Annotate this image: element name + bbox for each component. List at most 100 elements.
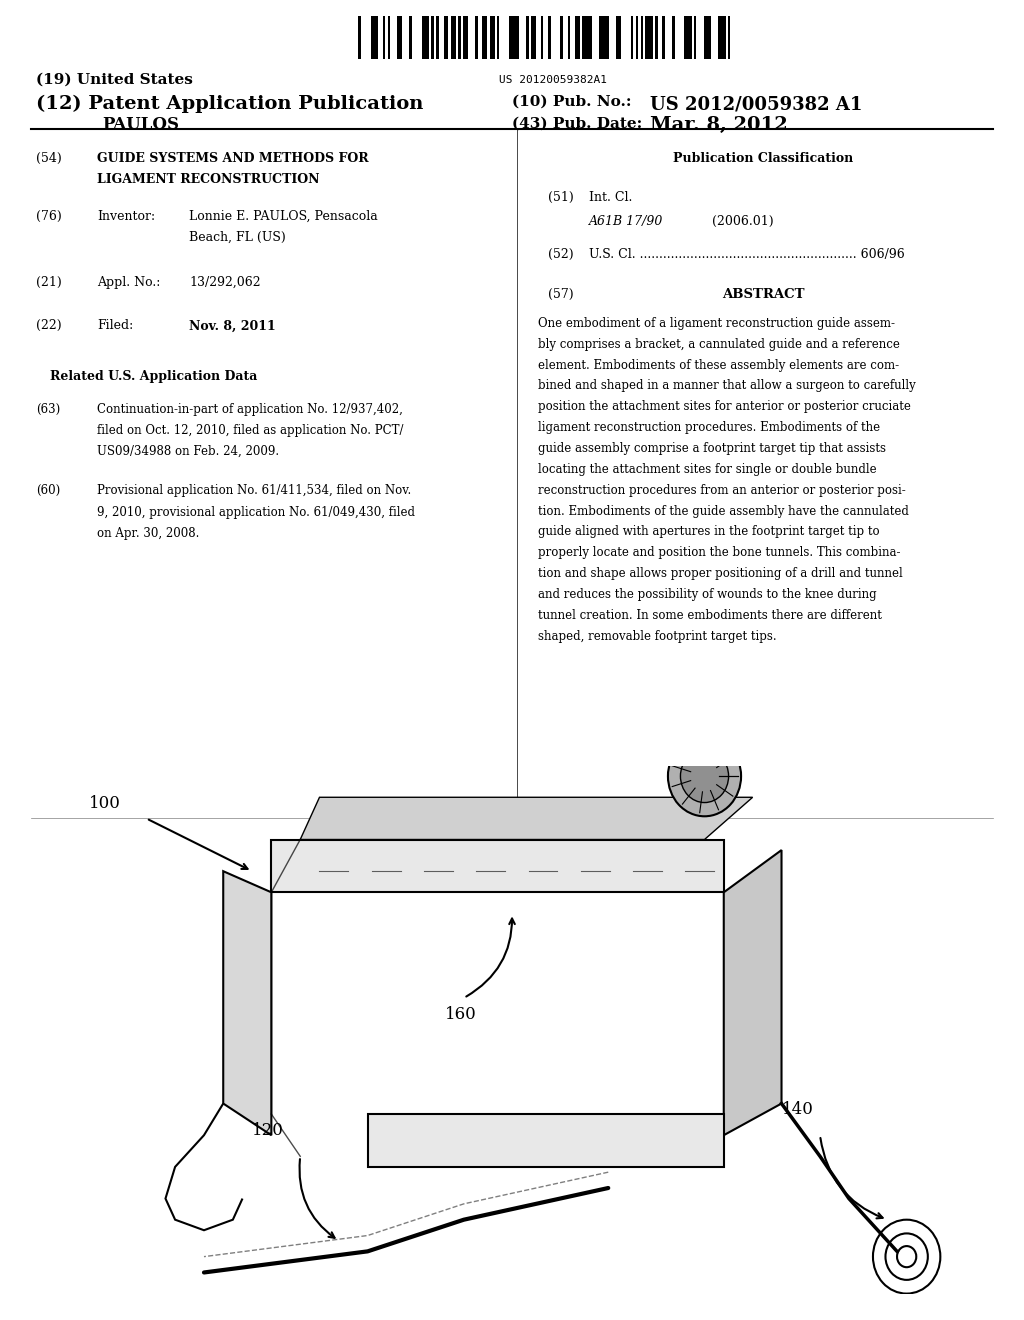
Text: 13/292,062: 13/292,062 bbox=[189, 276, 261, 289]
Text: ligament reconstruction procedures. Embodiments of the: ligament reconstruction procedures. Embo… bbox=[538, 421, 880, 434]
Text: Appl. No.:: Appl. No.: bbox=[97, 276, 161, 289]
Bar bbox=[528, 16, 531, 59]
Text: guide assembly comprise a footprint target tip that assists: guide assembly comprise a footprint targ… bbox=[538, 442, 886, 455]
Bar bbox=[378, 16, 383, 59]
Text: (60): (60) bbox=[36, 484, 60, 498]
Text: 160: 160 bbox=[444, 1006, 476, 1023]
Text: US 2012/0059382 A1: US 2012/0059382 A1 bbox=[650, 95, 862, 114]
Circle shape bbox=[668, 737, 741, 816]
Text: A61B 17/90: A61B 17/90 bbox=[589, 215, 664, 228]
Bar bbox=[665, 16, 672, 59]
Text: PAULOS: PAULOS bbox=[102, 116, 179, 133]
Bar bbox=[477, 16, 482, 59]
Bar bbox=[663, 16, 665, 59]
Bar bbox=[719, 16, 726, 59]
Polygon shape bbox=[223, 871, 271, 1135]
Bar bbox=[387, 16, 390, 59]
Text: tunnel creation. In some embodiments there are different: tunnel creation. In some embodiments the… bbox=[538, 609, 882, 622]
Text: (22): (22) bbox=[36, 319, 61, 333]
Bar bbox=[383, 16, 385, 59]
Bar bbox=[609, 16, 616, 59]
Text: element. Embodiments of these assembly elements are com-: element. Embodiments of these assembly e… bbox=[538, 359, 899, 371]
Bar bbox=[580, 16, 583, 59]
Bar bbox=[397, 16, 402, 59]
Bar bbox=[696, 16, 703, 59]
Text: 100: 100 bbox=[88, 795, 121, 812]
Bar bbox=[509, 16, 519, 59]
Text: 140: 140 bbox=[781, 1101, 813, 1118]
Text: reconstruction procedures from an anterior or posterior posi-: reconstruction procedures from an anteri… bbox=[538, 483, 905, 496]
Bar bbox=[358, 16, 748, 59]
Bar bbox=[497, 16, 500, 59]
Bar bbox=[574, 16, 580, 59]
Text: LIGAMENT RECONSTRUCTION: LIGAMENT RECONSTRUCTION bbox=[97, 173, 319, 186]
Bar bbox=[548, 16, 551, 59]
Polygon shape bbox=[271, 840, 724, 892]
Bar bbox=[643, 16, 645, 59]
Text: ABSTRACT: ABSTRACT bbox=[722, 288, 804, 301]
Bar bbox=[475, 16, 477, 59]
Bar bbox=[463, 16, 468, 59]
Bar bbox=[456, 16, 458, 59]
Bar bbox=[500, 16, 509, 59]
Text: (54): (54) bbox=[36, 152, 61, 165]
Bar bbox=[691, 16, 694, 59]
Bar bbox=[402, 16, 410, 59]
Text: tion and shape allows proper positioning of a drill and tunnel: tion and shape allows proper positioning… bbox=[538, 568, 902, 579]
Bar bbox=[684, 16, 691, 59]
Polygon shape bbox=[724, 850, 781, 1135]
Bar bbox=[458, 16, 461, 59]
Text: (52): (52) bbox=[548, 248, 573, 261]
Text: locating the attachment sites for single or double bundle: locating the attachment sites for single… bbox=[538, 463, 877, 475]
Bar bbox=[592, 16, 599, 59]
Bar bbox=[544, 16, 548, 59]
Bar bbox=[657, 16, 663, 59]
Bar bbox=[730, 16, 733, 59]
Text: (63): (63) bbox=[36, 403, 60, 416]
Bar bbox=[526, 16, 528, 59]
Bar bbox=[563, 16, 567, 59]
Text: Continuation-in-part of application No. 12/937,402,: Continuation-in-part of application No. … bbox=[97, 403, 403, 416]
Bar bbox=[434, 16, 436, 59]
Bar bbox=[519, 16, 526, 59]
Text: guide aligned with apertures in the footprint target tip to: guide aligned with apertures in the foot… bbox=[538, 525, 880, 539]
Bar bbox=[385, 16, 387, 59]
Text: Beach, FL (US): Beach, FL (US) bbox=[189, 231, 286, 244]
Polygon shape bbox=[368, 1114, 724, 1167]
Bar bbox=[412, 16, 422, 59]
Text: and reduces the possibility of wounds to the knee during: and reduces the possibility of wounds to… bbox=[538, 587, 877, 601]
Text: properly locate and position the bone tunnels. This combina-: properly locate and position the bone tu… bbox=[538, 546, 900, 560]
Text: position the attachment sites for anterior or posterior cruciate: position the attachment sites for anteri… bbox=[538, 400, 910, 413]
Text: (21): (21) bbox=[36, 276, 61, 289]
Bar bbox=[489, 16, 495, 59]
Text: (51): (51) bbox=[548, 191, 573, 205]
Bar bbox=[583, 16, 592, 59]
Bar bbox=[675, 16, 684, 59]
Text: GUIDE SYSTEMS AND METHODS FOR: GUIDE SYSTEMS AND METHODS FOR bbox=[97, 152, 369, 165]
Text: tion. Embodiments of the guide assembly have the cannulated: tion. Embodiments of the guide assembly … bbox=[538, 504, 908, 517]
Text: 120: 120 bbox=[252, 1122, 284, 1139]
Text: Nov. 8, 2011: Nov. 8, 2011 bbox=[189, 319, 276, 333]
Bar bbox=[482, 16, 487, 59]
Bar bbox=[616, 16, 622, 59]
Bar bbox=[551, 16, 560, 59]
Bar bbox=[655, 16, 657, 59]
Text: Int. Cl.: Int. Cl. bbox=[589, 191, 632, 205]
Bar bbox=[461, 16, 463, 59]
Text: US 20120059382A1: US 20120059382A1 bbox=[499, 75, 607, 86]
Text: Filed:: Filed: bbox=[97, 319, 133, 333]
Bar bbox=[567, 16, 570, 59]
Bar bbox=[438, 16, 443, 59]
Text: (10) Pub. No.:: (10) Pub. No.: bbox=[512, 95, 632, 110]
Bar bbox=[672, 16, 675, 59]
Text: shaped, removable footprint target tips.: shaped, removable footprint target tips. bbox=[538, 630, 776, 643]
Bar bbox=[429, 16, 431, 59]
Bar bbox=[449, 16, 451, 59]
Text: (76): (76) bbox=[36, 210, 61, 223]
Text: on Apr. 30, 2008.: on Apr. 30, 2008. bbox=[97, 527, 200, 540]
Bar bbox=[726, 16, 728, 59]
Text: Lonnie E. PAULOS, Pensacola: Lonnie E. PAULOS, Pensacola bbox=[189, 210, 378, 223]
Text: Provisional application No. 61/411,534, filed on Nov.: Provisional application No. 61/411,534, … bbox=[97, 484, 412, 498]
Bar bbox=[703, 16, 711, 59]
Bar bbox=[694, 16, 696, 59]
